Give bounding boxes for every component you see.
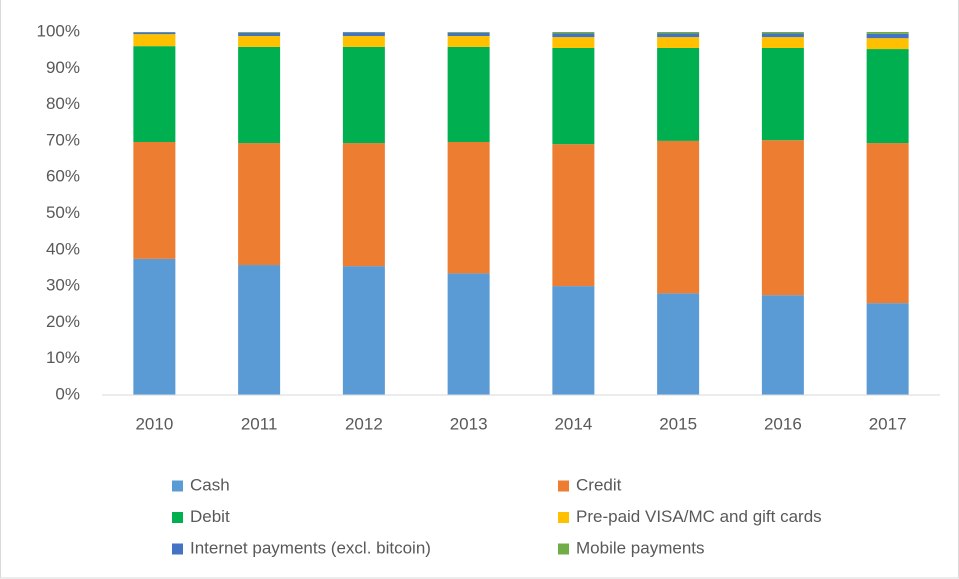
bar-segment	[342, 266, 385, 395]
bar-segment	[657, 47, 700, 141]
bar-segment	[342, 32, 385, 36]
bar-segment	[761, 33, 804, 38]
y-tick-label: 40%	[46, 239, 80, 258]
bar-segment	[238, 265, 281, 395]
legend-label: Cash	[190, 475, 230, 494]
bar-segment	[761, 140, 804, 296]
bar-segment	[238, 46, 281, 144]
x-tick-label: 2012	[345, 414, 383, 433]
x-tick-label: 2017	[869, 414, 907, 433]
bar-segment	[866, 49, 909, 144]
bar-segment	[133, 32, 176, 35]
y-tick-label: 20%	[46, 312, 80, 331]
bar-segment	[342, 35, 385, 47]
x-tick-label: 2010	[135, 414, 173, 433]
x-tick-label: 2013	[450, 414, 488, 433]
y-tick-label: 10%	[46, 348, 80, 367]
bar-segment	[447, 46, 490, 142]
y-tick-label: 80%	[46, 94, 80, 113]
bar-segment	[657, 32, 700, 34]
bar-segment	[866, 303, 909, 395]
bar-segment	[761, 47, 804, 141]
y-tick-label: 50%	[46, 203, 80, 222]
bar-segment	[657, 37, 700, 48]
legend-swatch	[172, 543, 183, 555]
legend-label: Internet payments (excl. bitcoin)	[190, 538, 431, 557]
bar-segment	[552, 32, 595, 34]
y-tick-label: 100%	[37, 21, 80, 40]
bar-segment	[866, 38, 909, 50]
bar-segment	[761, 295, 804, 395]
legend-swatch	[558, 543, 569, 555]
y-tick-label: 30%	[46, 276, 80, 295]
legend-swatch	[172, 512, 183, 523]
legend-label: Mobile payments	[576, 538, 705, 557]
y-tick-label: 0%	[55, 384, 80, 403]
bar-segment	[342, 143, 385, 267]
bar-segment	[133, 46, 176, 142]
bar-segment	[866, 32, 909, 34]
bar-segment	[447, 141, 490, 274]
bar-segment	[866, 33, 909, 39]
legend-label: Credit	[576, 475, 622, 494]
bar-segment	[552, 144, 595, 287]
legend-swatch	[558, 480, 569, 492]
x-tick-label: 2011	[241, 414, 278, 433]
bar-segment	[552, 37, 595, 48]
x-tick-label: 2015	[659, 414, 697, 433]
bar-segment	[238, 32, 281, 33]
bar-segment	[447, 273, 490, 395]
x-tick-label: 2014	[554, 414, 592, 433]
y-tick-label: 90%	[46, 58, 80, 77]
bar-segment	[447, 32, 490, 36]
bar-segment	[447, 32, 490, 33]
y-tick-label: 60%	[46, 167, 80, 186]
bar-segment	[761, 37, 804, 48]
bar-segment	[238, 143, 281, 266]
bar-segment	[657, 140, 700, 294]
bar-segment	[447, 35, 490, 47]
bar-segment	[552, 286, 595, 395]
bar-segment	[133, 258, 176, 395]
legend-label: Debit	[190, 507, 230, 526]
y-tick-label: 70%	[46, 130, 80, 149]
x-tick-label: 2016	[764, 414, 802, 433]
legend-label: Pre-paid VISA/MC and gift cards	[576, 507, 822, 526]
bar-segment	[552, 47, 595, 145]
bar-segment	[133, 141, 176, 259]
bar-segment	[238, 32, 281, 36]
bar-segment	[761, 32, 804, 34]
legend-swatch	[172, 480, 183, 492]
bar-segment	[342, 46, 385, 144]
bar-segment	[866, 143, 909, 304]
bar-segment	[238, 35, 281, 47]
bar-segment	[133, 34, 176, 47]
bar-segment	[657, 293, 700, 395]
legend-swatch	[558, 512, 569, 523]
bar-segment	[657, 33, 700, 38]
bar-segment	[552, 33, 595, 38]
